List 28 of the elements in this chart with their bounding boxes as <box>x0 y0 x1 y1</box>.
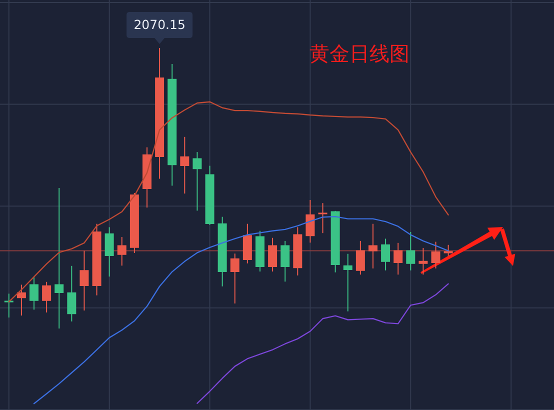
candlestick <box>418 247 428 276</box>
candlestick <box>318 202 328 234</box>
candlestick <box>381 238 390 271</box>
candlestick <box>16 284 26 316</box>
candlestick <box>192 152 202 212</box>
candlestick <box>343 253 352 312</box>
candlestick <box>104 226 114 278</box>
candlestick <box>242 223 252 264</box>
candlestick <box>444 244 453 256</box>
candlestick <box>230 253 240 304</box>
candlestick <box>356 240 365 276</box>
candlestick <box>431 241 440 269</box>
candlestick <box>42 281 52 313</box>
candlestick <box>394 242 403 276</box>
candlestick <box>306 200 315 244</box>
candlestick <box>4 293 14 318</box>
annotation: 2070.15 <box>134 17 186 32</box>
candlestick <box>280 240 290 282</box>
candlestick <box>406 231 416 271</box>
candlestick <box>117 236 126 266</box>
candlestick <box>67 265 76 322</box>
candlestick <box>268 237 278 272</box>
candlestick <box>80 250 89 311</box>
chart-title: 黄金日线图 <box>310 42 410 66</box>
candlestick <box>180 136 190 194</box>
candlestick <box>30 276 38 310</box>
candlestick <box>54 187 64 329</box>
candlestick <box>368 223 378 269</box>
